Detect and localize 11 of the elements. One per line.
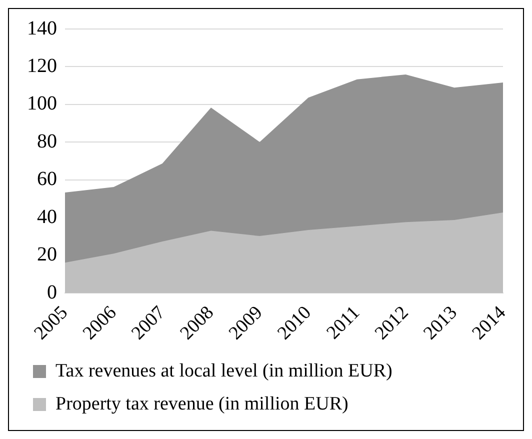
y-tick-label: 140 [27,17,57,40]
y-tick-label: 60 [37,168,57,190]
y-tick-label: 40 [37,206,57,228]
y-tick-label: 100 [27,92,57,115]
y-tick-label: 0 [47,281,57,304]
y-tick-label: 20 [37,244,57,266]
x-tick-label: 2011 [322,302,364,344]
y-tick-label: 120 [27,54,57,77]
legend-label: Tax revenues at local level (in million EUR) [56,360,392,382]
legend-label: Property tax revenue (in million EUR) [56,393,348,414]
y-tick-label: 80 [37,130,57,152]
